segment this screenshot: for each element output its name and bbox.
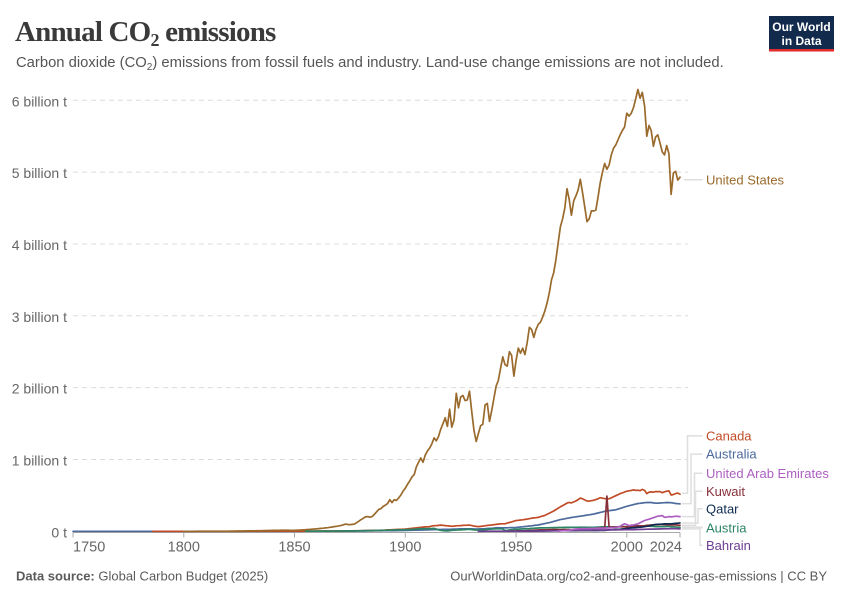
svg-text:Data source: Global Carbon Bud: Data source: Global Carbon Budget (2025) xyxy=(16,569,268,584)
svg-text:Annual CO2 emissions: Annual CO2 emissions xyxy=(15,16,276,50)
svg-text:Canada: Canada xyxy=(706,429,752,444)
svg-text:Our World: Our World xyxy=(772,20,830,34)
svg-text:3 billion t: 3 billion t xyxy=(12,309,67,325)
svg-text:Carbon dioxide (CO2) emissions: Carbon dioxide (CO2) emissions from foss… xyxy=(16,55,724,73)
svg-text:2 billion t: 2 billion t xyxy=(12,381,67,397)
svg-text:6 billion t: 6 billion t xyxy=(12,93,67,109)
svg-text:Kuwait: Kuwait xyxy=(706,484,745,499)
svg-text:Bahrain: Bahrain xyxy=(706,538,751,553)
svg-text:1800: 1800 xyxy=(168,540,200,556)
svg-text:1 billion t: 1 billion t xyxy=(12,453,67,469)
svg-text:United States: United States xyxy=(706,172,785,187)
svg-text:2000: 2000 xyxy=(611,540,643,556)
svg-text:5 billion t: 5 billion t xyxy=(12,165,67,181)
svg-text:2024: 2024 xyxy=(650,540,682,556)
svg-text:4 billion t: 4 billion t xyxy=(12,237,67,253)
svg-text:1750: 1750 xyxy=(73,540,105,556)
svg-text:Australia: Australia xyxy=(706,447,757,462)
svg-text:Austria: Austria xyxy=(706,521,747,536)
svg-text:1850: 1850 xyxy=(278,540,310,556)
svg-text:OurWorldinData.org/co2-and-gre: OurWorldinData.org/co2-and-greenhouse-ga… xyxy=(450,569,827,584)
svg-text:Qatar: Qatar xyxy=(706,501,739,516)
svg-text:in Data: in Data xyxy=(781,34,821,48)
svg-text:1950: 1950 xyxy=(500,540,532,556)
svg-text:1900: 1900 xyxy=(389,540,421,556)
svg-text:United Arab Emirates: United Arab Emirates xyxy=(706,466,829,481)
svg-text:0 t: 0 t xyxy=(51,524,67,540)
